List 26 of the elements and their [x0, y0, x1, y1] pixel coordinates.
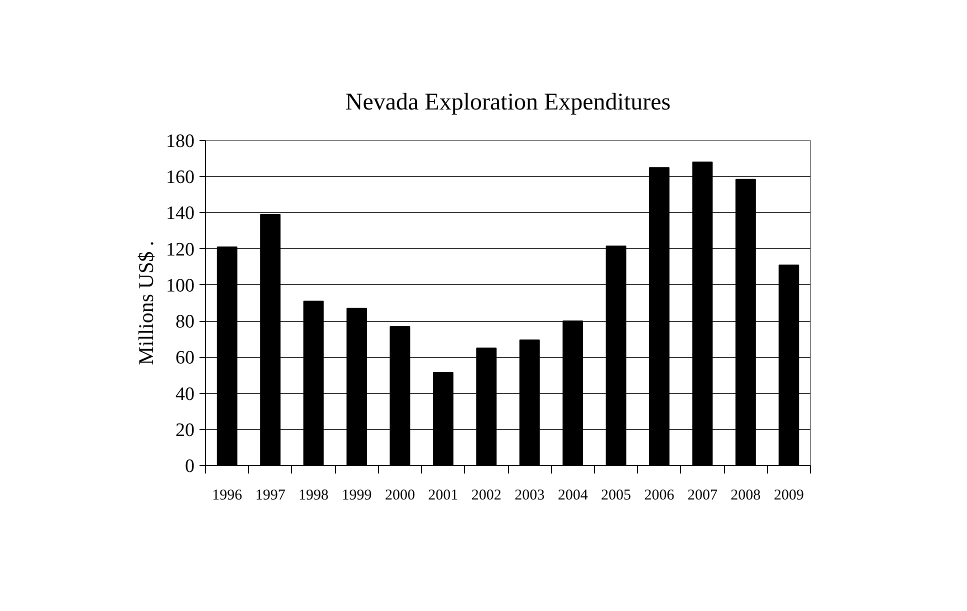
- x-tick-label: 2005: [601, 488, 632, 504]
- x-tick-label: 2000: [384, 488, 415, 504]
- y-tick-label: 80: [176, 312, 194, 333]
- y-tick-label: 100: [166, 275, 194, 296]
- y-tick-label: 180: [166, 131, 194, 152]
- x-tick-label: 2003: [514, 488, 545, 504]
- y-tick-label: 120: [166, 239, 194, 260]
- x-tick-label: 2004: [558, 488, 588, 504]
- y-tick-label: 40: [176, 384, 194, 405]
- x-tick-label: 2007: [687, 488, 718, 504]
- x-tick-label: 1996: [212, 488, 243, 504]
- y-tick-label: 0: [185, 456, 194, 477]
- x-tick-label: 2002: [471, 488, 502, 504]
- y-tick-label: 20: [176, 420, 194, 441]
- x-tick-label: 2009: [774, 488, 804, 504]
- x-tick-label: 2001: [428, 488, 458, 504]
- chart-title: Nevada Exploration Expenditures: [345, 90, 671, 116]
- x-tick-label: 1998: [298, 488, 329, 504]
- x-tick-label: 2008: [730, 488, 761, 504]
- y-tick-label: 60: [176, 348, 194, 369]
- x-tick-label: 2006: [644, 488, 675, 504]
- y-tick-label: 160: [166, 167, 194, 188]
- x-tick-label: 1997: [255, 488, 286, 504]
- y-tick-label: 140: [166, 203, 194, 224]
- y-axis-title: Millions US$ .: [134, 240, 158, 366]
- x-tick-label: 1999: [342, 488, 372, 504]
